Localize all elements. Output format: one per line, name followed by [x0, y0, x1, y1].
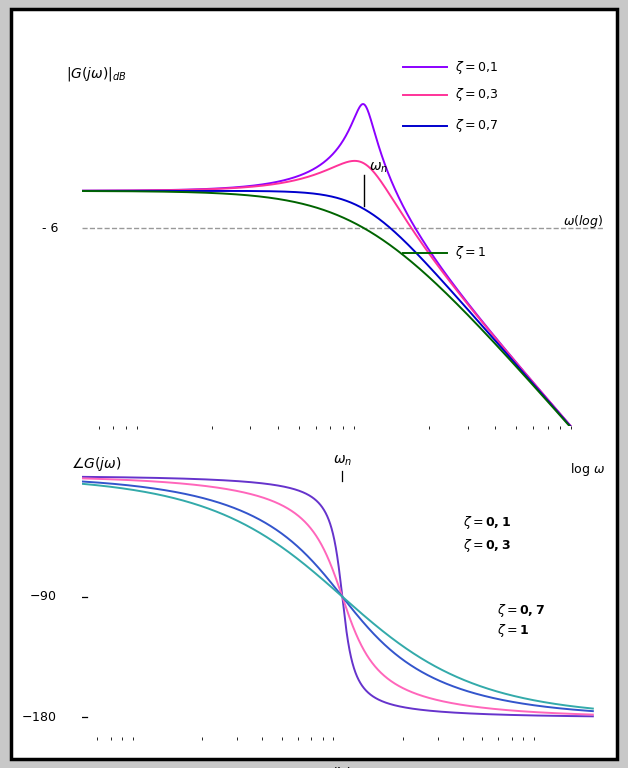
- Text: $\zeta = \mathbf{0,7}$: $\zeta = \mathbf{0,7}$: [497, 601, 544, 618]
- FancyBboxPatch shape: [11, 9, 617, 759]
- Text: $\zeta = \mathbf{1}$: $\zeta = \mathbf{1}$: [497, 621, 529, 639]
- Text: $|G(j\omega)|_{dB}$: $|G(j\omega)|_{dB}$: [67, 65, 127, 82]
- Text: $-180$: $-180$: [21, 710, 57, 723]
- Text: $\log\,\omega$: $\log\,\omega$: [570, 461, 605, 478]
- Text: $\zeta = \mathbf{0,3}$: $\zeta = \mathbf{0,3}$: [463, 538, 511, 554]
- Text: - 6: - 6: [42, 221, 58, 234]
- Text: $\boldsymbol{\omega_n}$: $\boldsymbol{\omega_n}$: [369, 161, 387, 175]
- Text: $\zeta = $0,3: $\zeta = $0,3: [455, 86, 498, 104]
- Text: $\zeta = \mathbf{0,1}$: $\zeta = \mathbf{0,1}$: [463, 515, 511, 531]
- Text: $\omega_n$: $\omega_n$: [333, 454, 352, 468]
- Text: $\zeta = $0,7: $\zeta = $0,7: [455, 118, 498, 134]
- Text: $\angle G(j\omega)$: $\angle G(j\omega)$: [70, 455, 121, 472]
- Text: $\omega(log)$: $\omega(log)$: [563, 213, 603, 230]
- Text: (b): (b): [332, 766, 353, 768]
- Text: $-90$: $-90$: [29, 590, 57, 603]
- Text: $\zeta = $1: $\zeta = $1: [455, 244, 486, 261]
- Text: $\zeta = $0,1: $\zeta = $0,1: [455, 58, 498, 75]
- Text: (a): (a): [332, 457, 353, 472]
